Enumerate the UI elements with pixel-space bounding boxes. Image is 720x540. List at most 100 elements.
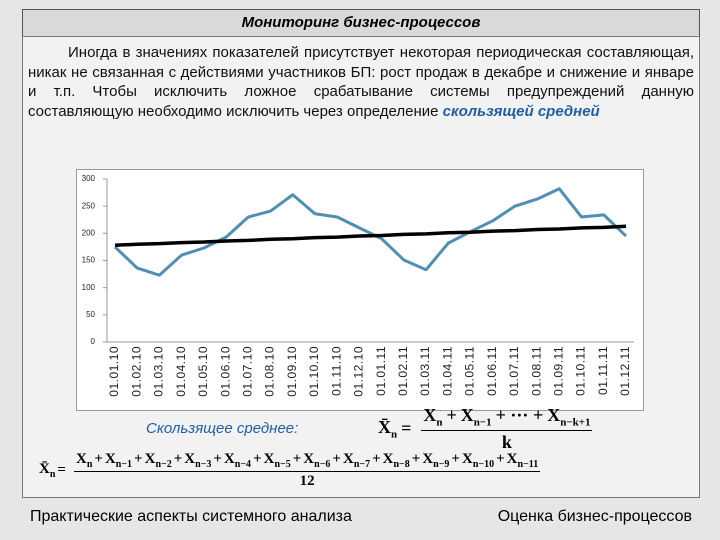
operator: =	[57, 462, 66, 479]
formula-moving: X̄n = Xn + Xn−1 + ··· + Xn−k+1 k	[378, 405, 593, 453]
formula-yearly: X̄n = Xn + Xn−1 + Xn−2 + Xn−3 + Xn−4 + Xn−5 + Xn−6 + Xn−…	[39, 451, 541, 490]
x-tick-label: 01.02.10	[129, 346, 143, 397]
term-text: +	[446, 405, 457, 425]
y-tick-label: 0	[91, 337, 96, 346]
term-text: +	[332, 451, 341, 467]
highlight: скользящей средней	[442, 102, 600, 120]
numerator: Xn + Xn−1 + Xn−2 + Xn−3 + Xn−4 + Xn−5 + Xn−6 + Xn−7 + Xn…	[73, 451, 541, 472]
term-subscript: n−3	[195, 459, 212, 470]
x-tick-label: 01.06.10	[218, 346, 232, 397]
term-subscript: n	[49, 469, 56, 480]
term-text: X̄	[378, 417, 391, 437]
term-subscript: n	[86, 459, 93, 470]
term-text: +	[292, 451, 302, 467]
fraction: Xn + Xn−1 + Xn−2 + Xn−3 + Xn−4 + Xn−5 + Xn−6 + Xn−7 + Xn…	[73, 451, 541, 490]
x-tick-label: 01.04.11	[440, 346, 454, 396]
x-tick-label: 01.06.11	[485, 346, 499, 396]
x-tick-label: 01.10.10	[307, 346, 321, 397]
term: Xn−1	[104, 451, 133, 470]
y-tick-label: 100	[82, 283, 96, 292]
term-text: +	[134, 451, 143, 467]
term-text: X	[263, 451, 275, 467]
x-tick-label: 01.01.10	[107, 346, 121, 397]
y-tick-label: 200	[82, 228, 96, 237]
term-text: X	[104, 451, 116, 467]
term-text: +	[372, 451, 381, 467]
term-subscript: n	[391, 428, 398, 441]
term: Xn−10	[461, 451, 495, 470]
term: Xn−6	[303, 451, 331, 470]
x-tick-label: 01.10.11	[574, 346, 588, 396]
operator: + ··· +	[496, 405, 544, 425]
x-tick-label: 01.07.10	[240, 346, 254, 397]
y-tick-label: 50	[86, 310, 95, 319]
term-text: X	[342, 451, 354, 467]
term-text: +	[411, 451, 421, 467]
term: Xn	[75, 451, 93, 470]
y-tick-label: 150	[82, 256, 96, 265]
y-tick-label: 250	[82, 201, 96, 210]
operator: +	[293, 451, 302, 467]
term-text: +	[213, 451, 222, 467]
term-subscript: n−10	[472, 459, 495, 470]
operator: +	[253, 451, 262, 467]
term-subscript: n−1	[115, 459, 133, 470]
term-text: +	[173, 451, 183, 467]
term-subscript: n−4	[234, 459, 252, 470]
term-subscript: n−6	[314, 459, 331, 470]
term-subscript: n−1	[473, 416, 492, 429]
term: Xn−7	[342, 451, 371, 470]
term-text: X	[423, 405, 437, 425]
operator: +	[213, 451, 222, 467]
term-text: X	[184, 451, 196, 467]
x-tick-label: 01.01.11	[374, 346, 388, 396]
term: Xn−11	[506, 451, 539, 470]
y-tick-label: 300	[82, 174, 96, 183]
footer: Практические аспекты системного анализа …	[22, 500, 698, 534]
operator: +	[94, 451, 103, 467]
x-tick-label: 01.11.10	[329, 346, 343, 396]
term: Xn−4	[224, 451, 252, 470]
term-text: +	[496, 451, 505, 467]
x-tick-label: 01.04.10	[174, 346, 188, 397]
term-subscript: n−11	[517, 459, 539, 470]
operator: +	[496, 451, 505, 467]
term-subscript: n−5	[274, 459, 291, 470]
numerator: Xn + Xn−1 + ··· + Xn−k+1	[421, 405, 593, 431]
term-text: +	[451, 451, 460, 467]
term-subscript: n	[436, 416, 443, 429]
paragraph-text: Иногда в значениях показателей присутств…	[28, 44, 694, 120]
term: X̄n	[378, 417, 397, 441]
term: Xn−2	[145, 451, 172, 470]
term-text: X	[506, 451, 518, 467]
term-text: X	[460, 405, 474, 425]
term-text: X	[422, 451, 434, 467]
fraction: Xn + Xn−1 + ··· + Xn−k+1 k	[421, 405, 593, 453]
term: Xn−5	[263, 451, 291, 470]
content-panel: Иногда в значениях показателей присутств…	[22, 36, 700, 498]
term-subscript: n−7	[353, 459, 371, 470]
x-tick-label: 01.03.10	[152, 346, 166, 397]
operator: +	[174, 451, 183, 467]
term-text: X	[382, 451, 394, 467]
term-text: X	[547, 405, 561, 425]
series-line	[114, 224, 627, 248]
denominator: 12	[299, 473, 315, 489]
x-tick-label: 01.12.11	[618, 346, 632, 396]
operator: +	[134, 451, 143, 467]
operator: +	[332, 451, 341, 467]
formula-label: Скользящее среднее:	[146, 420, 299, 437]
term-subscript: n−k+1	[560, 416, 591, 429]
series-line	[113, 187, 628, 277]
term-text: X̄	[39, 461, 50, 477]
denominator: k	[501, 431, 512, 452]
operator: +	[372, 451, 381, 467]
operator: =	[401, 418, 411, 439]
operator: +	[447, 405, 457, 425]
term-text: +	[253, 451, 262, 467]
term-text: X	[461, 451, 473, 467]
term-text: X	[75, 451, 87, 467]
x-tick-label: 01.02.11	[396, 346, 410, 396]
paragraph: Иногда в значениях показателей присутств…	[28, 43, 694, 121]
